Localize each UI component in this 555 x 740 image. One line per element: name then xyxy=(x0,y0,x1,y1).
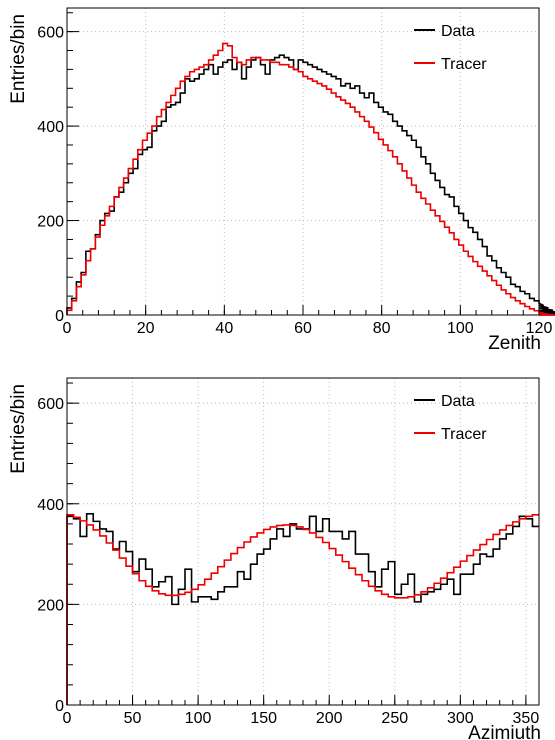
x-tick-label: 100 xyxy=(447,320,474,337)
x-tick-label: 50 xyxy=(124,710,142,727)
y-tick-label: 200 xyxy=(37,597,64,614)
y-axis-title: Entries/bin xyxy=(8,14,29,104)
x-tick-label: 80 xyxy=(373,320,391,337)
y-tick-label: 200 xyxy=(37,214,64,231)
series-tracer-line xyxy=(66,514,539,705)
x-axis-title: Zenith xyxy=(488,333,541,354)
y-tick-label: 600 xyxy=(37,396,64,413)
x-tick-label: 200 xyxy=(316,710,343,727)
x-tick-label: 20 xyxy=(137,320,155,337)
y-tick-label: 0 xyxy=(55,698,64,715)
legend: Data Tracer xyxy=(414,393,487,443)
x-tick-label: 250 xyxy=(381,710,408,727)
y-tick-label: 400 xyxy=(37,119,64,136)
series-data-line xyxy=(66,54,555,316)
y-tick-label: 600 xyxy=(37,25,64,42)
legend-label-tracer: Tracer xyxy=(441,56,487,73)
x-tick-label: 350 xyxy=(513,710,540,727)
chart-panel-2: 0 50 100 150 200 250 300 350 0 200 400 600 Azimiuth E… xyxy=(8,377,541,740)
series-data-line xyxy=(66,513,539,705)
y-tick-label: 400 xyxy=(37,497,64,514)
legend: Data Tracer xyxy=(414,23,487,73)
x-tick-label: 40 xyxy=(215,320,233,337)
x-tick-label: 60 xyxy=(294,320,312,337)
x-tick-label: 150 xyxy=(250,710,277,727)
series-tracer-line xyxy=(66,42,555,316)
plot-frame xyxy=(66,377,540,706)
y-tick-label: 0 xyxy=(55,308,64,325)
x-tick-label: 0 xyxy=(63,710,72,727)
x-tick-label: 100 xyxy=(185,710,212,727)
x-axis-title: Azimiuth xyxy=(468,723,541,740)
x-tick-label: 120 xyxy=(526,320,553,337)
legend-label-tracer: Tracer xyxy=(441,426,487,443)
x-tick-label: 0 xyxy=(63,320,72,337)
legend-label-data: Data xyxy=(441,23,475,40)
chart-panel-1: 0 20 40 60 80 100 120 0 200 400 600 Zenith Entries/b… xyxy=(8,7,555,354)
x-tick-label: 300 xyxy=(447,710,474,727)
y-axis-title: Entries/bin xyxy=(8,384,29,474)
legend-label-data: Data xyxy=(441,393,475,410)
